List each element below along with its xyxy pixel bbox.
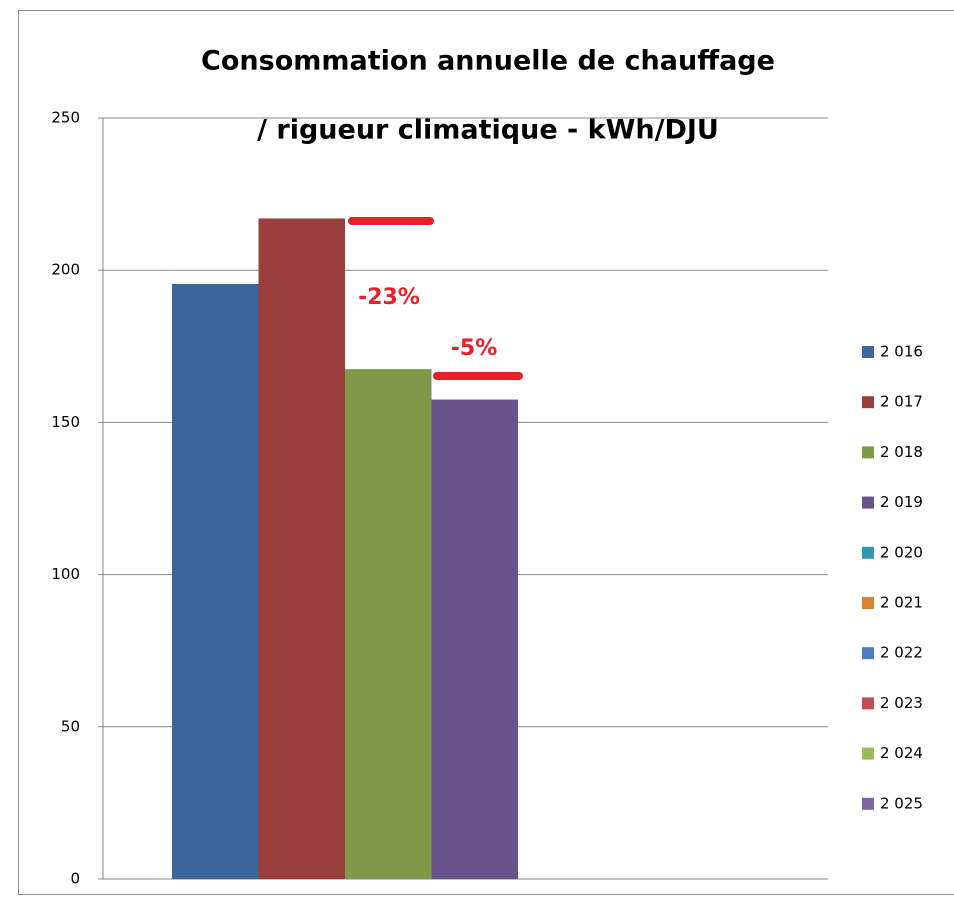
- chart-frame: [18, 10, 954, 895]
- chart-title: / rigueur climatique - kWh/DJU: [257, 115, 719, 146]
- legend-swatch: [862, 597, 874, 609]
- legend-label: 2 025: [880, 794, 923, 812]
- annotation: -23%: [358, 285, 420, 310]
- bar: [258, 218, 345, 879]
- legend-swatch: [862, 647, 874, 660]
- legend-swatch: [862, 797, 874, 810]
- legend-label: 2 021: [880, 594, 923, 612]
- legend-label: 2 023: [880, 694, 923, 712]
- y-tick-label: 0: [70, 870, 80, 888]
- legend-label: 2 020: [880, 543, 923, 561]
- legend-swatch: [862, 747, 874, 760]
- legend-swatch: [862, 546, 874, 559]
- y-tick-label: 100: [51, 565, 80, 583]
- legend-label: 2 022: [880, 644, 923, 662]
- legend-label: 2 019: [880, 493, 923, 511]
- legend-swatch: [862, 446, 874, 459]
- chart-title: Consommation annuelle de chauffage: [201, 46, 775, 77]
- legend-swatch: [862, 496, 874, 509]
- bar: [345, 369, 432, 879]
- bar: [431, 399, 518, 879]
- legend-label: 2 017: [880, 393, 923, 411]
- legend-label: 2 018: [880, 443, 923, 461]
- y-tick-label: 50: [61, 717, 80, 735]
- legend-swatch: [862, 396, 874, 409]
- y-tick-label: 150: [51, 413, 80, 431]
- legend-swatch: [862, 346, 874, 358]
- y-tick-label: 250: [51, 109, 80, 127]
- annotation: -5%: [451, 336, 497, 361]
- y-tick-label: 200: [51, 261, 80, 279]
- legend-swatch: [862, 697, 874, 710]
- bar: [172, 283, 259, 879]
- legend-label: 2 016: [880, 343, 923, 361]
- legend-label: 2 024: [880, 744, 923, 762]
